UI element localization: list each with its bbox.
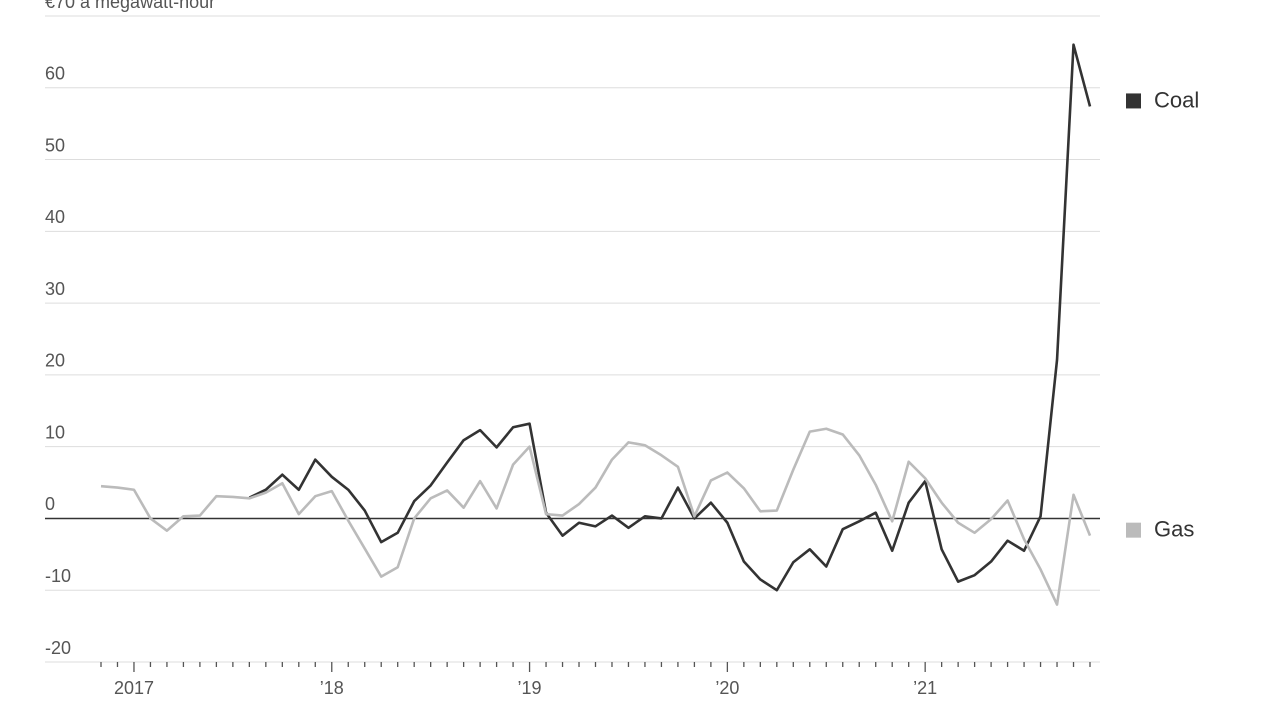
legend-swatch (1126, 522, 1141, 538)
legend-swatch (1126, 93, 1141, 109)
y-tick-label: -20 (45, 638, 71, 658)
y-tick-label: 40 (45, 207, 65, 227)
x-tick-label: ’20 (715, 678, 739, 698)
x-tick-label: 2017 (114, 678, 154, 698)
y-tick-label: 0 (45, 494, 55, 514)
y-tick-label: €70 a megawatt-hour (45, 0, 215, 12)
x-tick-label: ’18 (320, 678, 344, 698)
x-tick-label: ’19 (518, 678, 542, 698)
legend-label: Coal (1154, 87, 1199, 112)
line-coal (248, 43, 1092, 592)
y-tick-label: 60 (45, 64, 65, 84)
y-tick-label: 20 (45, 351, 65, 371)
y-tick-label: 50 (45, 135, 65, 155)
line-gas (100, 427, 1092, 606)
legend-label: Gas (1154, 516, 1194, 541)
y-tick-label: -10 (45, 566, 71, 586)
x-tick-label: ’21 (913, 678, 937, 698)
y-tick-label: 10 (45, 422, 65, 442)
y-tick-label: 30 (45, 279, 65, 299)
